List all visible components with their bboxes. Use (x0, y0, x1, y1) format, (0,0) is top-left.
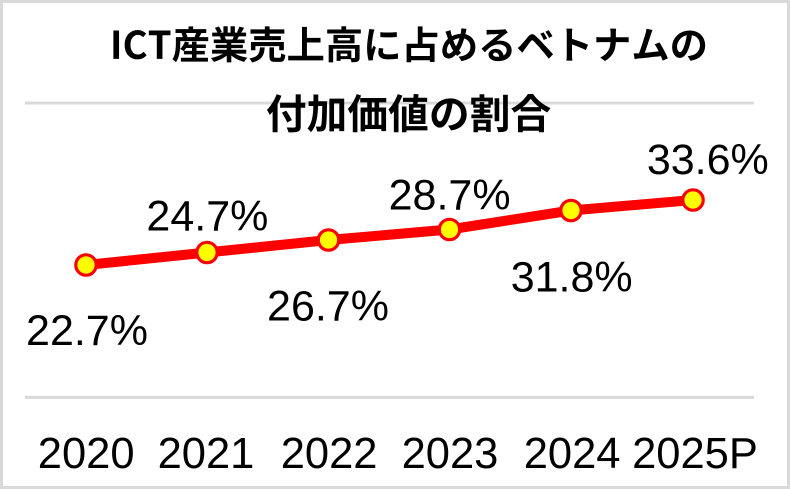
svg-text:26.7%: 26.7% (267, 283, 389, 331)
svg-text:33.6%: 33.6% (647, 136, 769, 184)
svg-text:22.7%: 22.7% (26, 307, 148, 355)
svg-text:28.7%: 28.7% (389, 172, 511, 220)
svg-text:2024: 2024 (524, 430, 621, 478)
svg-text:2025P: 2025P (632, 430, 758, 478)
svg-text:2022: 2022 (281, 430, 378, 478)
svg-text:2020: 2020 (38, 430, 135, 478)
svg-text:2021: 2021 (158, 430, 255, 478)
svg-text:24.7%: 24.7% (146, 192, 268, 240)
svg-text:2023: 2023 (402, 430, 499, 478)
svg-text:31.8%: 31.8% (511, 253, 633, 301)
